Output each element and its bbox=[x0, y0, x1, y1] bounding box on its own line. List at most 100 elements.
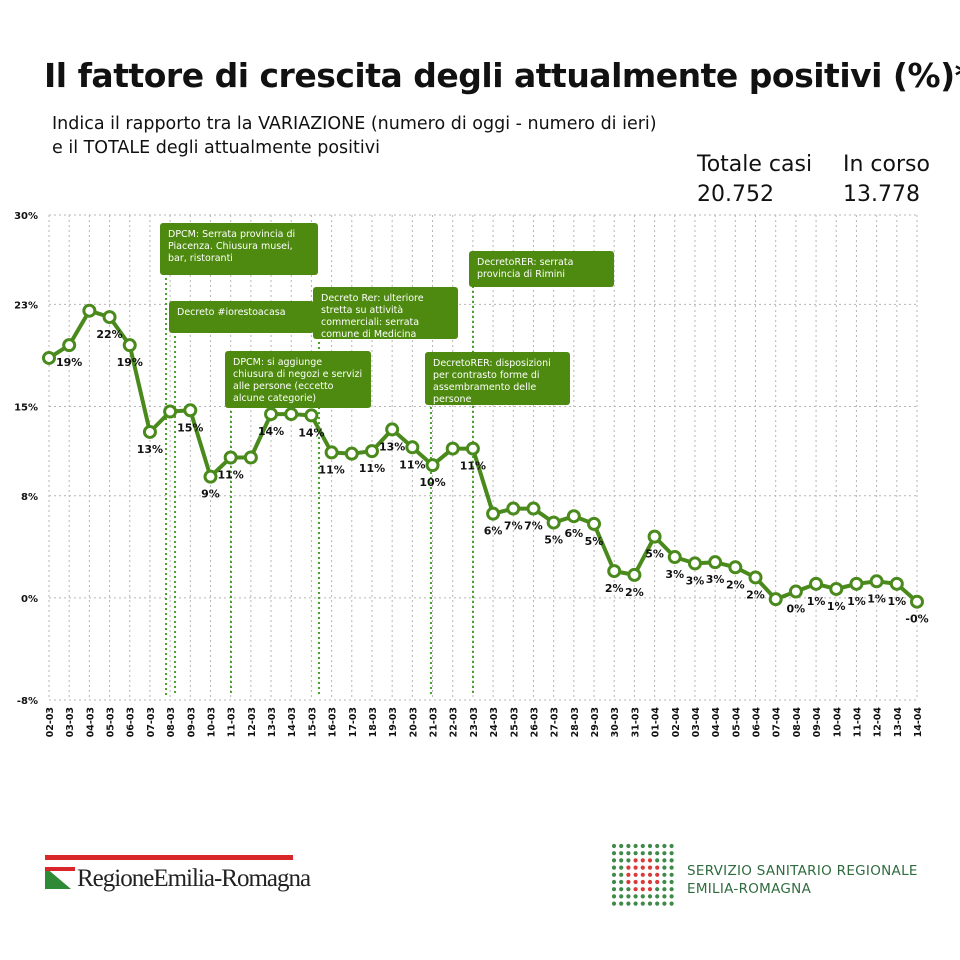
x-tick-label: 22-03 bbox=[449, 707, 460, 737]
data-point bbox=[243, 450, 258, 465]
logo-dot bbox=[640, 879, 645, 885]
logo-dot bbox=[669, 894, 674, 899]
data-label: 5% bbox=[645, 548, 664, 561]
x-tick-label: 09-03 bbox=[186, 707, 197, 737]
y-tick-label: -8% bbox=[17, 696, 38, 707]
logo-dot bbox=[626, 851, 631, 856]
x-tick-label: 10-04 bbox=[832, 707, 843, 738]
chart-title: Il fattore di crescita degli attualmente… bbox=[44, 56, 960, 95]
data-points bbox=[42, 303, 924, 609]
stat-totale-label: Totale casi bbox=[697, 152, 813, 177]
x-tick-label: 04-03 bbox=[85, 707, 96, 737]
data-label: 11% bbox=[399, 458, 425, 471]
data-label: 2% bbox=[726, 578, 745, 591]
data-point bbox=[203, 469, 218, 484]
annotation-line: alle persone (eccetto bbox=[233, 381, 334, 392]
data-label: 0% bbox=[787, 603, 806, 616]
annotation-box bbox=[169, 301, 314, 333]
logo-dot bbox=[655, 865, 660, 870]
logo-dot bbox=[611, 858, 617, 863]
x-tick-label: 11-03 bbox=[227, 707, 238, 737]
annotation-box bbox=[469, 251, 614, 287]
logo-dot bbox=[655, 858, 660, 863]
data-point bbox=[445, 441, 460, 456]
logo-dot bbox=[619, 843, 624, 849]
annotation-line: comune di Medicina bbox=[321, 329, 416, 340]
x-tick-label: 08-03 bbox=[166, 707, 177, 737]
logo-dot bbox=[669, 901, 674, 906]
data-point bbox=[42, 350, 56, 365]
data-point bbox=[324, 445, 339, 460]
data-label: 22% bbox=[96, 328, 122, 341]
x-tick-label: 14-04 bbox=[913, 707, 924, 738]
x-tick-label: 26-03 bbox=[529, 707, 540, 737]
x-axis-ticks: 02-03 03-03 04-03 05-03 06-03 07-03 08-03 09-03… bbox=[45, 707, 924, 738]
logo-dot bbox=[619, 858, 624, 863]
logo-dot bbox=[647, 851, 653, 856]
annotation-line: Decreto Rer: ulteriore bbox=[321, 293, 424, 304]
data-label: 1% bbox=[827, 600, 846, 613]
stat-incorso-label: In corso bbox=[843, 152, 930, 177]
logo-dot bbox=[640, 858, 645, 863]
logo-dot bbox=[611, 872, 617, 877]
x-tick-label: 07-04 bbox=[772, 707, 783, 738]
logo-dot bbox=[655, 887, 660, 892]
x-tick-label: 02-03 bbox=[45, 707, 56, 737]
chart-subtitle: Indica il rapporto tra la VARIAZIONE (nu… bbox=[52, 112, 752, 160]
logo-dot bbox=[619, 872, 624, 877]
annotation-line: Decreto #iorestoacasa bbox=[177, 307, 286, 318]
logo-dot bbox=[647, 865, 653, 870]
data-label: 3% bbox=[706, 573, 725, 586]
data-label: 2% bbox=[605, 582, 624, 595]
logo-dot bbox=[611, 843, 617, 849]
logo-dot bbox=[626, 879, 631, 885]
logo-dot bbox=[640, 887, 645, 892]
logo-dot bbox=[619, 887, 624, 892]
data-label: 1% bbox=[847, 595, 866, 608]
stat-in-corso: In corso 13.778 bbox=[843, 150, 930, 210]
y-axis-ticks: 30% 23% 15% 8% 0% -8% bbox=[14, 211, 38, 707]
x-tick-label: 10-03 bbox=[206, 707, 217, 737]
logo-dot bbox=[640, 901, 645, 906]
event-markers bbox=[165, 223, 474, 695]
data-point bbox=[607, 564, 622, 579]
data-label: 9% bbox=[201, 488, 220, 501]
data-label: 13% bbox=[137, 443, 163, 456]
logo-dot bbox=[619, 879, 624, 885]
servizio-sanitario-logo: SERVIZIO SANITARIO REGIONALE EMILIA-ROMA… bbox=[610, 842, 930, 912]
logo-dot bbox=[611, 865, 617, 870]
logo-dot bbox=[633, 851, 638, 856]
logo-dot bbox=[655, 901, 660, 906]
ssr-line-2: EMILIA-ROMAGNA bbox=[687, 881, 812, 897]
data-label: 7% bbox=[504, 520, 523, 533]
data-point bbox=[142, 424, 157, 439]
x-tick-label: 05-04 bbox=[731, 707, 742, 738]
data-label: 1% bbox=[887, 595, 906, 608]
annotation-line: commerciali: serrata bbox=[321, 317, 419, 328]
logo-dot bbox=[626, 858, 631, 863]
stat-incorso-value: 13.778 bbox=[843, 182, 920, 207]
data-point bbox=[304, 408, 319, 423]
data-point bbox=[405, 440, 420, 455]
x-tick-label: 25-03 bbox=[509, 707, 520, 737]
logo-dot bbox=[647, 887, 653, 892]
annotation-line: bar, ristoranti bbox=[168, 253, 233, 264]
x-tick-label: 04-04 bbox=[711, 707, 722, 738]
data-point bbox=[728, 560, 743, 575]
data-point bbox=[183, 403, 198, 418]
logo-dot bbox=[647, 901, 653, 906]
logo-dot bbox=[669, 843, 674, 849]
x-tick-label: 29-03 bbox=[590, 707, 601, 737]
data-point bbox=[748, 570, 763, 585]
subtitle-line-1: Indica il rapporto tra la VARIAZIONE (nu… bbox=[52, 114, 657, 134]
logo-dot bbox=[655, 894, 660, 899]
data-label: 11% bbox=[318, 463, 344, 476]
logo-red-bar bbox=[45, 855, 293, 860]
x-tick-label: 11-04 bbox=[852, 707, 863, 738]
logo-dot bbox=[611, 901, 617, 906]
logo-dot bbox=[662, 843, 667, 849]
x-tick-label: 13-03 bbox=[267, 707, 278, 737]
logo-dot bbox=[640, 851, 645, 856]
logo-dot bbox=[669, 872, 674, 877]
